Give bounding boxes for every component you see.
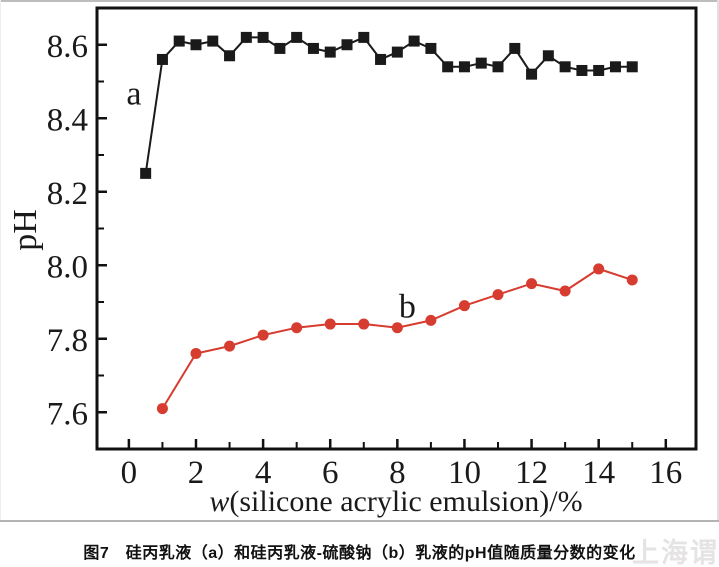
y-axis-tick-label: 8.0 [47,249,88,285]
series-a-marker [324,46,336,58]
series-b-marker [526,278,538,290]
x-axis-tick-label: 2 [188,455,205,491]
series-a-marker [442,61,454,73]
series-a-marker [375,53,387,65]
series-b-marker [593,263,605,275]
series-b-marker [257,329,269,341]
series-a-line [144,36,633,174]
series-a-marker [240,31,252,43]
series-a-marker [559,61,571,73]
figure-caption: 图7 硅丙乳液（a）和硅丙乳液-硫酸钠（b）乳液的pH值随质量分数的变化 [83,545,636,562]
y-axis-tick-label: 8.2 [47,176,88,212]
series-a-marker [609,61,621,73]
series-a-marker [207,35,219,47]
x-axis-tick-label: 12 [515,455,548,491]
series-a-marker [492,61,504,73]
x-axis-tick-label: 8 [389,455,406,491]
x-axis-tick-label: 14 [582,455,615,491]
y-axis: 7.6 7.8 8.0 8.2 8.4 8.6 [47,29,107,432]
screenshot-border-left [0,0,1,521]
x-axis-tick-label: 6 [322,455,339,491]
x-axis-tick-label: 16 [649,455,682,491]
series-a-marker [190,39,202,51]
series-a-marker [274,42,286,54]
series-a-marker [475,57,487,69]
series-a-marker [425,42,437,54]
series-a-marker [542,50,554,62]
series-b-marker [190,347,202,359]
x-axis-tick-label: 4 [255,455,272,491]
series-a-marker [626,61,638,73]
series-a-marker [391,46,403,58]
series-a-marker [593,64,605,76]
series-b-marker [358,318,370,330]
series-a-marker [509,42,521,54]
series-b-marker [458,300,470,312]
x-axis-title: w(silicone acrylic emulsion)/% [209,485,582,518]
series-a-marker [341,39,353,51]
series-a-marker [526,68,538,80]
y-axis-tick-label: 8.6 [47,29,88,65]
series-a: a [126,31,638,179]
series-a-marker [576,64,588,76]
series-a-label: a [126,76,141,113]
series-a-marker [140,167,152,179]
series-a-marker [358,31,370,43]
series-b-marker [291,322,303,334]
screenshot-border-right [717,0,719,521]
series-b-marker [425,314,437,326]
x-axis-tick-label: 0 [121,455,138,491]
series-b-label: b [399,289,416,326]
series-b-marker [391,322,403,334]
y-axis-tick-label: 7.6 [47,396,88,432]
series-b-marker [626,274,638,286]
ph-chart: 0 2 4 6 8 10 12 14 16 w(silicone acrylic emulsion… [7,6,698,518]
x-axis-tick-label: 10 [448,455,481,491]
series-a-marker [257,31,269,43]
series-a-marker [307,42,319,54]
series-a-marker [173,35,185,47]
x-axis: 0 2 4 6 8 10 12 14 16 [121,439,682,491]
series-b-marker [492,289,504,301]
screenshot-border-top [0,0,719,2]
series-b-marker [156,403,168,415]
series-a-marker [408,35,420,47]
y-axis-tick-label: 8.4 [47,102,88,138]
series-a-marker [458,61,470,73]
series-b-marker [224,340,236,352]
y-axis-tick-label: 7.8 [47,323,88,359]
plot-border [95,6,698,451]
series-a-marker [291,31,303,43]
series-b: b [156,263,638,415]
series-b-marker [324,318,336,330]
series-a-marker [156,53,168,65]
series-b-marker [559,285,571,297]
y-axis-title: pH [7,209,44,251]
chart-bottom-divider [0,520,719,522]
series-a-marker [224,50,236,62]
